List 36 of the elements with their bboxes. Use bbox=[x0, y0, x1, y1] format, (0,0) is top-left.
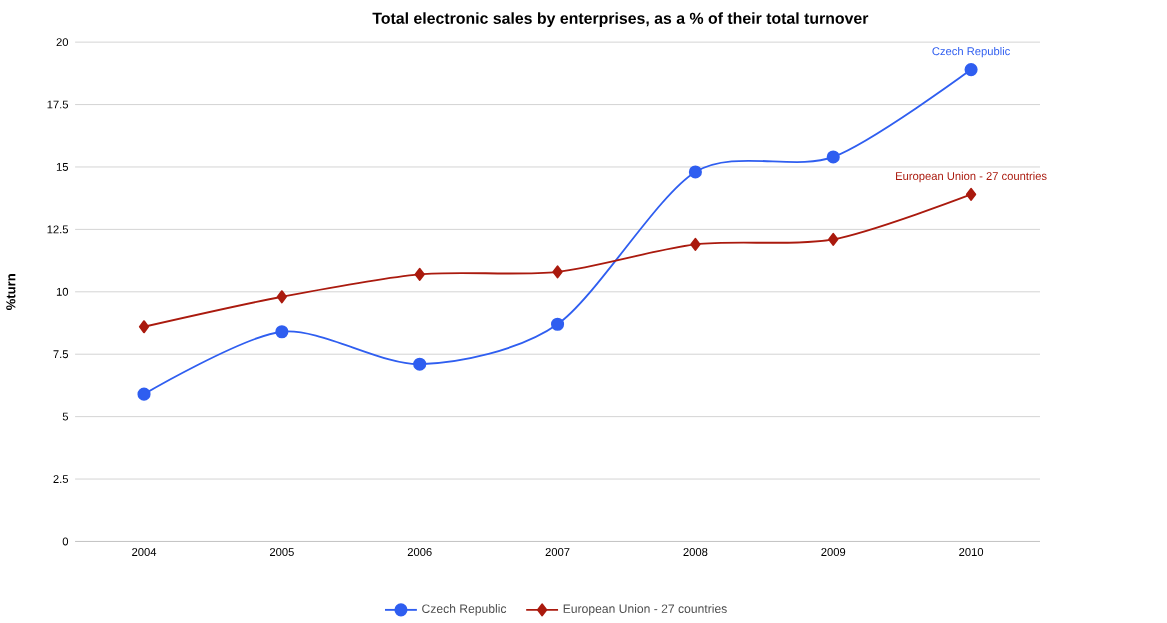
x-tick-label: 2004 bbox=[132, 548, 157, 556]
chart-title: Total electronic sales by enterprises, as a % of their total turnover bbox=[372, 12, 869, 27]
point bbox=[275, 325, 289, 339]
point bbox=[550, 317, 565, 331]
legend-label: Czech Republic bbox=[422, 604, 507, 616]
y-tick-label: 0 bbox=[62, 537, 69, 546]
point bbox=[690, 237, 701, 251]
point bbox=[964, 62, 978, 77]
x-tick-label: 2008 bbox=[683, 548, 708, 556]
point bbox=[138, 320, 150, 334]
y-tick-label: 2.5 bbox=[53, 475, 69, 483]
y-axis-title: %turn bbox=[6, 274, 16, 310]
y-tick-label: 10 bbox=[56, 287, 69, 296]
point bbox=[276, 290, 288, 304]
y-tick-label: 7.5 bbox=[53, 350, 69, 359]
point bbox=[828, 232, 839, 246]
x-tick-label: 2010 bbox=[959, 548, 984, 556]
x-tick-label: 2009 bbox=[821, 548, 846, 556]
point bbox=[688, 165, 702, 179]
y-tick-label: 15 bbox=[56, 163, 69, 171]
point bbox=[965, 187, 977, 201]
point bbox=[137, 387, 151, 401]
point bbox=[413, 357, 427, 371]
text: Czech Republic bbox=[932, 46, 1010, 58]
point bbox=[552, 265, 563, 279]
y-tick-label: 20 bbox=[56, 38, 69, 47]
point bbox=[826, 150, 840, 164]
point bbox=[414, 267, 425, 281]
x-tick-label: 2005 bbox=[269, 548, 294, 556]
text: European Union - 27 countries bbox=[896, 171, 1047, 183]
y-tick-label: 5 bbox=[62, 412, 69, 421]
x-tick-label: 2006 bbox=[407, 548, 432, 556]
y-tick-label: 17.5 bbox=[47, 100, 69, 109]
legend-label: European Union - 27 countries bbox=[563, 604, 727, 616]
y-tick-label: 12.5 bbox=[47, 225, 69, 234]
x-tick-label: 2007 bbox=[545, 548, 570, 556]
